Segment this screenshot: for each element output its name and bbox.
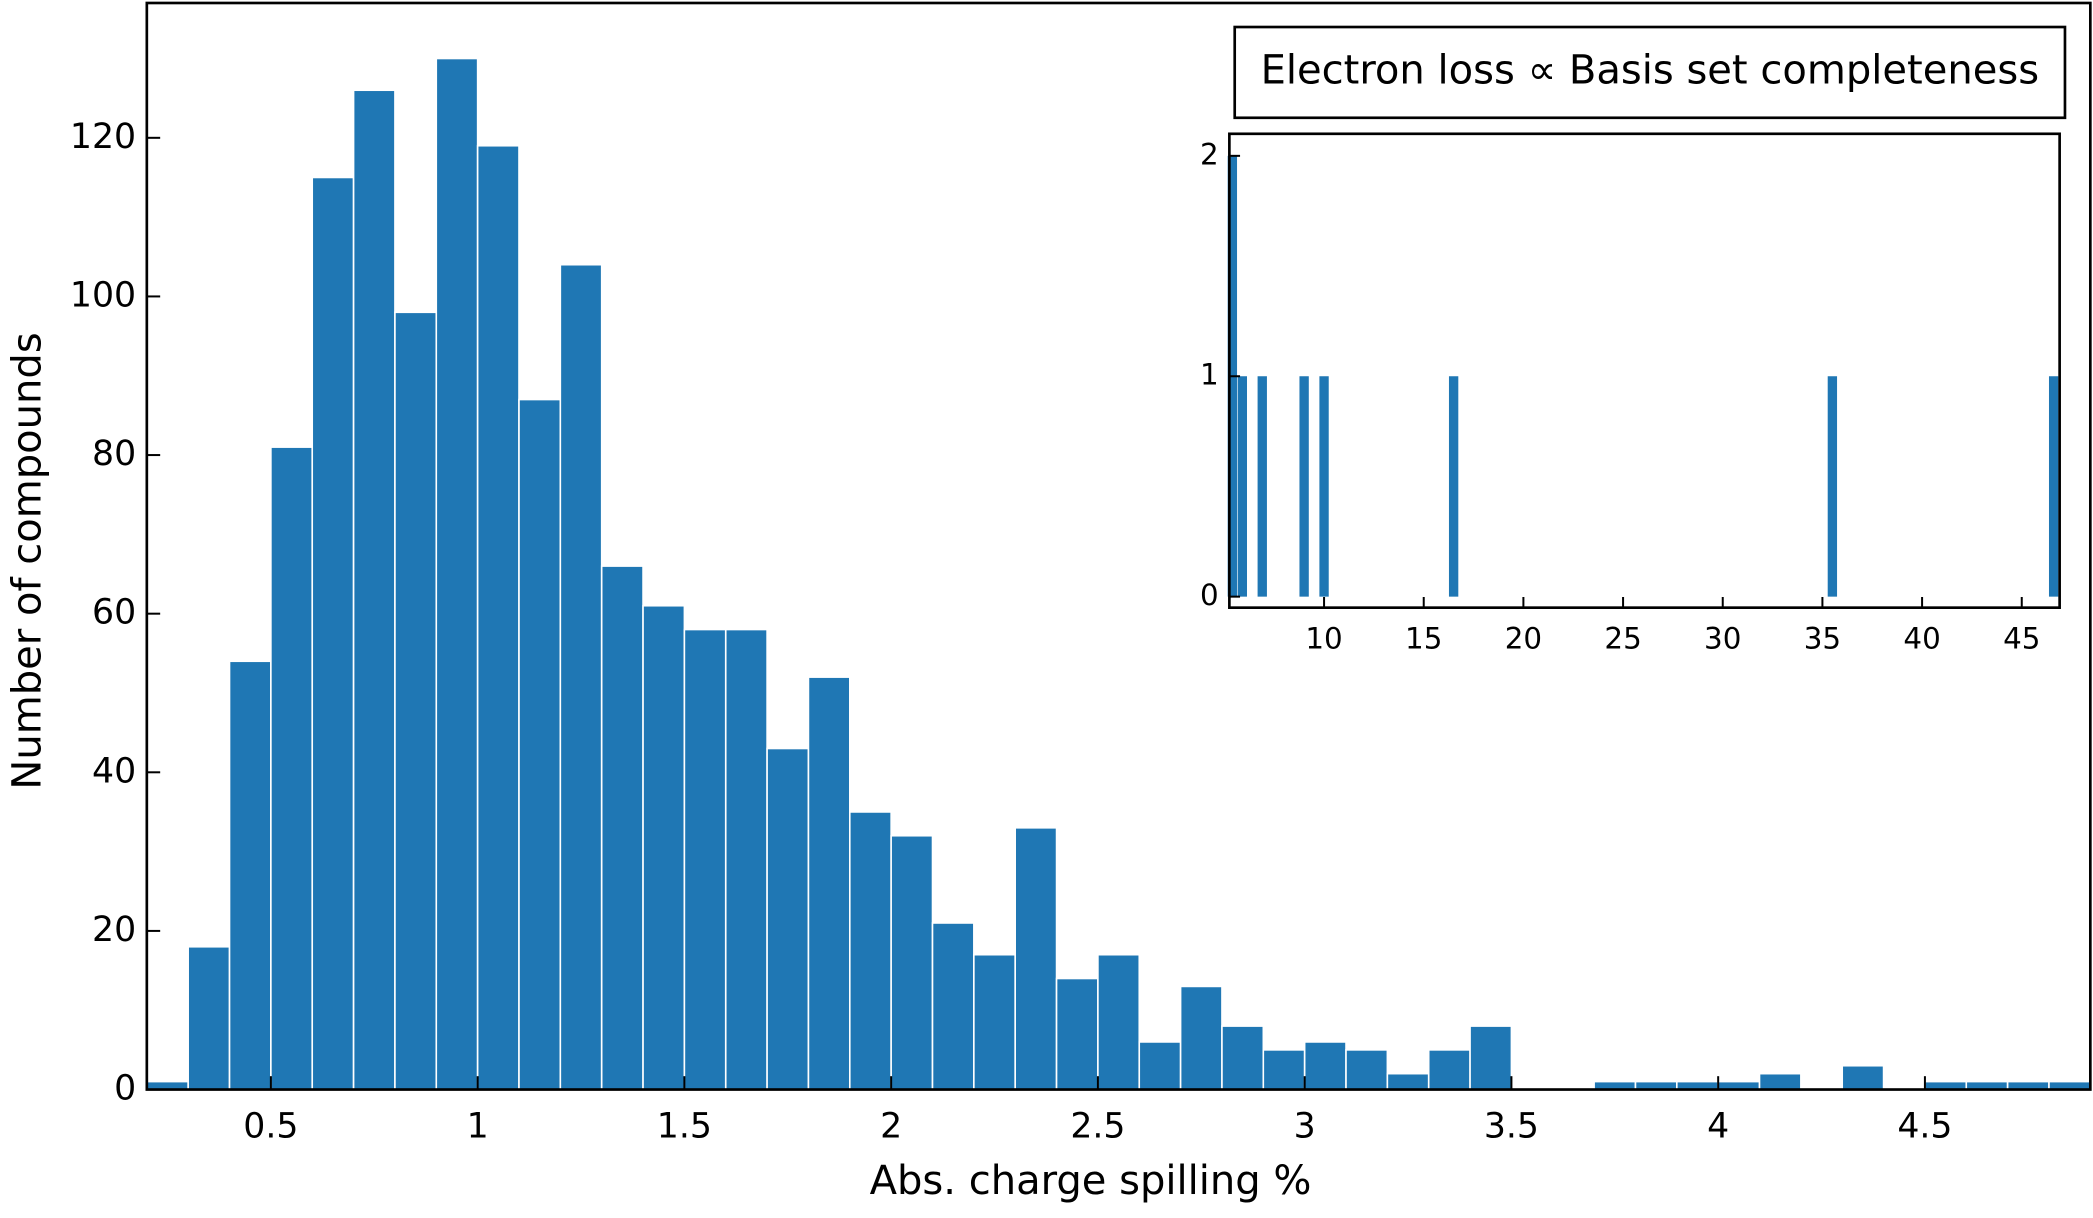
x-tick-label: 30 [1704, 621, 1741, 655]
bar [766, 747, 810, 1091]
bar [394, 311, 438, 1091]
x-tick-label: 40 [1903, 621, 1940, 655]
x-tick-label: 2 [880, 1107, 902, 1147]
bar [1262, 1049, 1306, 1091]
bar [890, 834, 934, 1091]
bar [1469, 1025, 1513, 1091]
bar [807, 676, 851, 1091]
y-tick-label: 0 [1200, 578, 1219, 612]
bar [2048, 376, 2059, 597]
bar [1237, 376, 1247, 597]
bar [518, 398, 562, 1091]
y-tick-label: 1 [1200, 358, 1219, 392]
bar [724, 628, 768, 1091]
bar [1097, 953, 1141, 1091]
bar [435, 57, 479, 1091]
bar [1427, 1049, 1471, 1091]
bar [848, 811, 892, 1091]
bar [1448, 376, 1459, 597]
x-tick-label: 20 [1505, 621, 1542, 655]
bar [1299, 376, 1309, 597]
x-tick-label: 1 [467, 1107, 489, 1147]
inset-title: Electron loss ∝ Basis set completeness [1261, 47, 2039, 93]
bar [1758, 1072, 1802, 1091]
y-tick-label: 60 [92, 593, 136, 633]
bar [1221, 1025, 1265, 1091]
x-tick-label: 4.5 [1897, 1107, 1952, 1147]
y-tick-label: 2 [1200, 137, 1219, 171]
bar [352, 89, 396, 1091]
x-tick-label: 25 [1604, 621, 1641, 655]
x-tick-label: 2.5 [1070, 1107, 1125, 1147]
bar [1055, 977, 1099, 1091]
bar [600, 565, 644, 1091]
y-tick-label: 120 [70, 117, 136, 157]
bar [1386, 1072, 1430, 1091]
bar [1345, 1049, 1389, 1091]
x-tick-label: 15 [1405, 621, 1442, 655]
bar [1319, 376, 1329, 597]
bar [973, 953, 1017, 1091]
y-tick-label: 40 [92, 751, 136, 791]
x-tick-label: 1.5 [657, 1107, 712, 1147]
y-tick-label: 100 [70, 275, 136, 315]
x-tick-label: 3 [1294, 1107, 1316, 1147]
x-axis-label: Abs. charge spilling % [870, 1158, 1312, 1204]
bar [1841, 1064, 1885, 1091]
bar [683, 628, 727, 1091]
inset-title-box [1233, 25, 2067, 120]
x-tick-label: 3.5 [1484, 1107, 1539, 1147]
y-tick-label: 0 [114, 1069, 136, 1109]
bar [311, 176, 355, 1091]
bar [1179, 985, 1223, 1091]
bar [559, 263, 603, 1091]
x-tick-label: 45 [2003, 621, 2040, 655]
y-axis-label: Number of compounds [4, 332, 50, 789]
plot-frame [1228, 132, 2061, 609]
x-tick-label: 4 [1707, 1107, 1729, 1147]
y-tick-label: 80 [92, 434, 136, 474]
y-tick-label: 20 [92, 910, 136, 950]
inset-background [1229, 133, 2060, 608]
bar [1138, 1041, 1182, 1091]
bar [476, 144, 520, 1091]
bar [228, 660, 272, 1091]
bar [931, 922, 975, 1091]
bar [1303, 1041, 1347, 1091]
plot-frame [145, 1, 2092, 1091]
x-tick-label: 10 [1305, 621, 1342, 655]
bar [642, 604, 686, 1091]
bar [1014, 827, 1058, 1091]
x-tick-label: 35 [1804, 621, 1841, 655]
bar [187, 945, 231, 1091]
bar [270, 446, 314, 1091]
bar [1257, 376, 1267, 597]
bar [1827, 376, 1838, 597]
x-tick-label: 0.5 [243, 1107, 298, 1147]
